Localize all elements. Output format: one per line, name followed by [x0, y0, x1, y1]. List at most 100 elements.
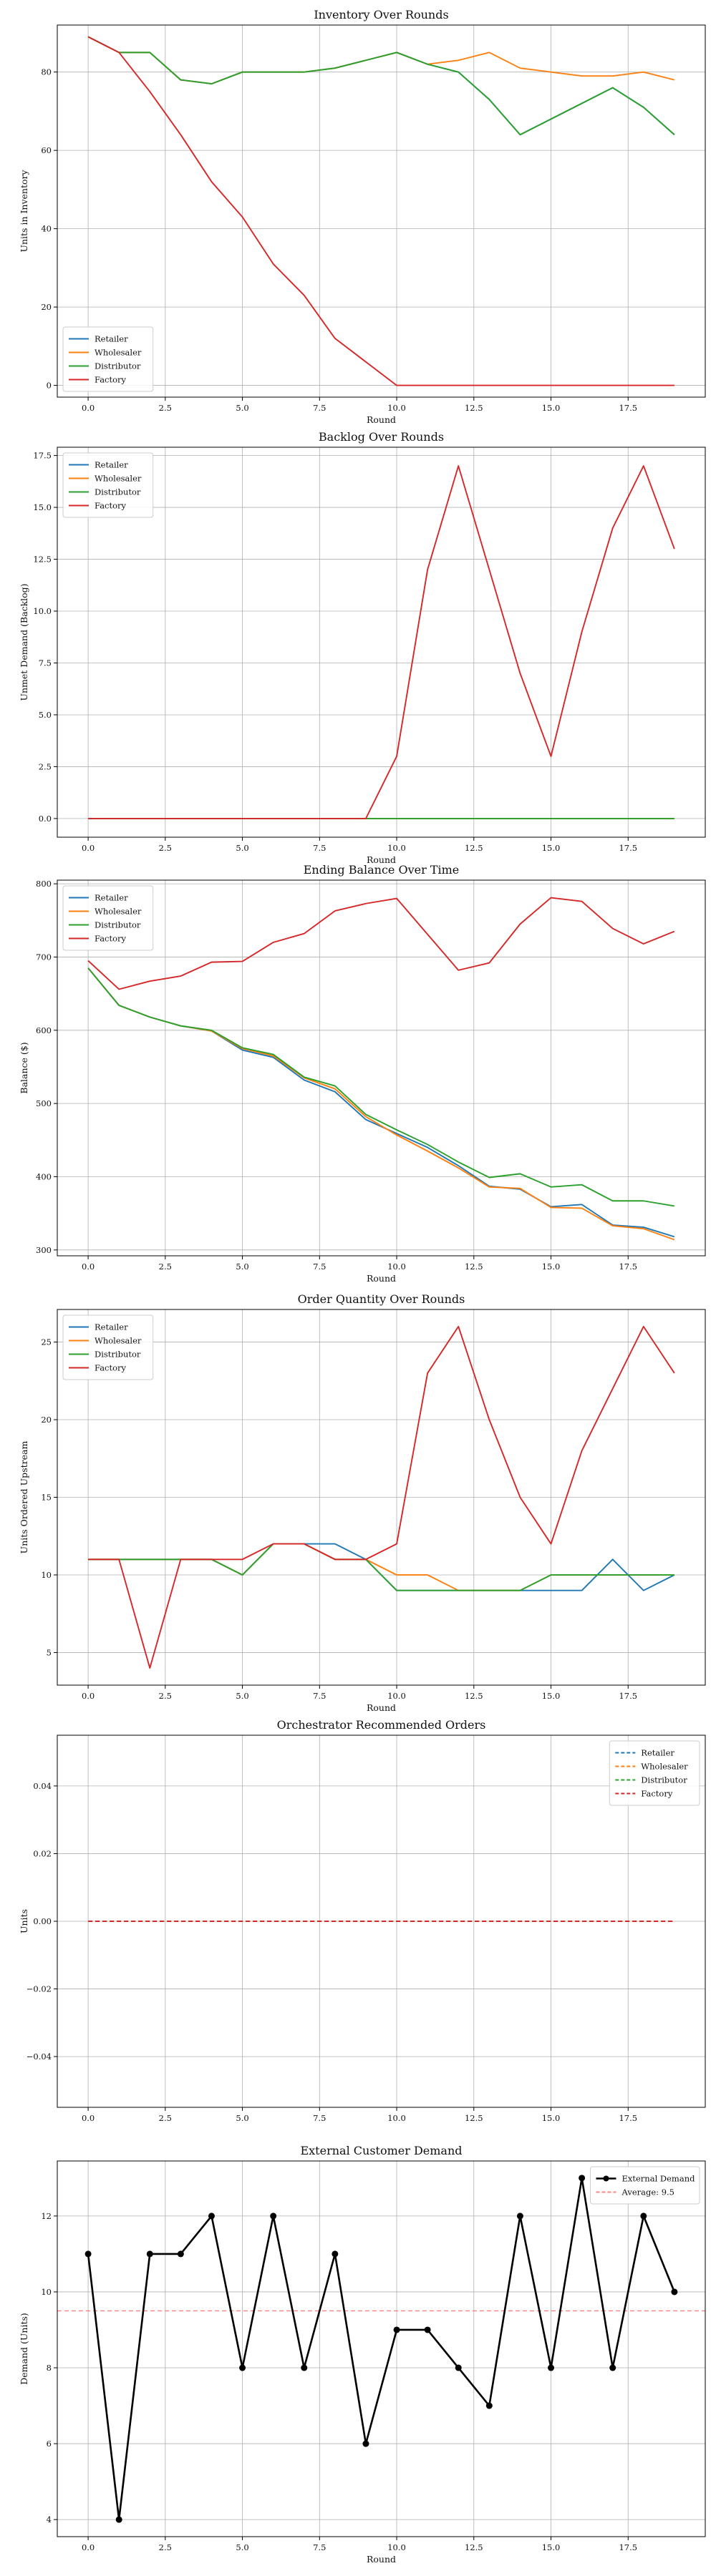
- y-tick-label: 25: [41, 1337, 52, 1347]
- y-tick-label: 700: [36, 952, 52, 962]
- x-tick-label: 0.0: [82, 1691, 95, 1701]
- chart-title: Ending Balance Over Time: [304, 863, 460, 877]
- x-tick-label: 2.5: [159, 1262, 172, 1272]
- plot-frame: [57, 447, 706, 838]
- legend-label: Retailer: [95, 893, 128, 903]
- legend-marker: [603, 2175, 609, 2182]
- chart-title: Orchestrator Recommended Orders: [277, 1718, 486, 1732]
- y-tick-label: 2.5: [39, 761, 52, 771]
- legend-label: Average: 9.5: [621, 2187, 674, 2197]
- legend-label: Distributor: [641, 1775, 687, 1785]
- x-tick-label: 17.5: [619, 843, 637, 853]
- x-tick-label: 10.0: [387, 2542, 406, 2552]
- legend: Retailer Wholesaler Distributor Factory: [62, 885, 154, 951]
- legend-label: Factory: [95, 375, 127, 385]
- series-line: [87, 36, 675, 85]
- y-tick-label: 8: [47, 2363, 52, 2373]
- y-tick-label: 5.0: [39, 710, 52, 720]
- y-axis-label: Unmet Demand (Backlog): [19, 583, 29, 701]
- x-tick-label: 10.0: [387, 403, 406, 413]
- x-tick-label: 2.5: [159, 2113, 172, 2123]
- y-tick-label: 300: [36, 1245, 52, 1255]
- y-tick-label: 10.0: [33, 606, 52, 616]
- y-tick-label: −0.04: [26, 2051, 52, 2062]
- x-tick-label: 7.5: [313, 1262, 326, 1272]
- series-line: [87, 967, 675, 1207]
- x-tick-label: 7.5: [313, 1691, 326, 1701]
- x-tick-label: 15.0: [542, 2542, 561, 2552]
- legend-label: Wholesaler: [95, 1336, 142, 1346]
- series-line: [87, 897, 675, 990]
- y-tick-label: 800: [36, 879, 52, 889]
- series-line: [88, 1543, 674, 1591]
- x-tick-label: 12.5: [465, 2542, 483, 2552]
- x-tick-label: 10.0: [387, 1691, 406, 1701]
- x-tick-label: 17.5: [619, 2542, 637, 2552]
- y-tick-label: 7.5: [39, 658, 52, 668]
- y-tick-label: 12: [41, 2211, 52, 2221]
- x-tick-label: 17.5: [619, 2113, 637, 2123]
- x-tick-label: 0.0: [82, 2542, 95, 2552]
- data-point: [609, 2364, 616, 2371]
- x-tick-label: 7.5: [313, 843, 326, 853]
- x-tick-label: 12.5: [465, 1262, 483, 1272]
- series-line: [88, 1325, 675, 1669]
- x-tick-label: 2.5: [159, 1691, 172, 1701]
- legend: Retailer Wholesaler Distributor Factory: [609, 1740, 700, 1806]
- legend-label: Wholesaler: [95, 348, 142, 358]
- data-point: [548, 2364, 555, 2371]
- data-point: [362, 2440, 369, 2447]
- y-axis-label: Demand (Units): [19, 2313, 29, 2385]
- chart-title: Inventory Over Rounds: [314, 8, 448, 21]
- y-tick-label: 0: [47, 381, 52, 391]
- legend-label: Distributor: [95, 1350, 141, 1360]
- plot-frame: [57, 1309, 706, 1686]
- legend-box: [62, 885, 154, 951]
- legend-label: Retailer: [95, 460, 128, 470]
- data-point: [146, 2250, 153, 2258]
- y-tick-label: 15.0: [33, 502, 52, 512]
- x-tick-label: 12.5: [465, 403, 483, 413]
- y-tick-label: 0.00: [33, 1916, 52, 1926]
- data-point: [84, 2250, 92, 2258]
- data-point: [579, 2175, 586, 2182]
- x-tick-label: 5.0: [236, 2542, 248, 2552]
- series-line: [87, 36, 674, 386]
- y-tick-label: −0.02: [26, 1984, 52, 1994]
- x-tick-label: 12.5: [465, 1691, 483, 1701]
- legend-label: Distributor: [95, 361, 141, 371]
- legend-box: [62, 326, 154, 392]
- x-tick-label: 2.5: [159, 2542, 172, 2552]
- data-point: [239, 2364, 246, 2371]
- legend-label: Factory: [95, 501, 127, 511]
- y-tick-label: 500: [36, 1098, 52, 1108]
- data-point: [516, 2212, 523, 2220]
- legend: Retailer Wholesaler Distributor Factory: [62, 452, 154, 518]
- data-point: [208, 2212, 215, 2220]
- x-tick-label: 17.5: [619, 1691, 637, 1701]
- x-axis-label: Round: [367, 2554, 396, 2565]
- plot-frame: [57, 879, 706, 1257]
- x-tick-label: 2.5: [159, 843, 172, 853]
- chart-panel: 0.0 2.5 5.0 7.5 10.0 12.5 15.0 17.5 300 400 500 600…: [19, 863, 706, 1284]
- data-point: [393, 2326, 400, 2333]
- legend-box: [590, 2166, 700, 2205]
- data-point: [270, 2212, 277, 2220]
- y-axis-label: Units Ordered Upstream: [19, 1441, 29, 1554]
- y-axis-label: Units: [19, 1909, 29, 1933]
- data-point: [332, 2250, 339, 2258]
- legend-label: Wholesaler: [95, 474, 142, 484]
- series-line: [88, 465, 675, 819]
- x-tick-label: 15.0: [542, 1262, 561, 1272]
- chart-title: Backlog Over Rounds: [319, 430, 444, 444]
- x-tick-label: 15.0: [542, 843, 561, 853]
- y-tick-label: 0.02: [33, 1848, 52, 1858]
- x-tick-label: 5.0: [236, 1691, 248, 1701]
- y-tick-label: 15: [41, 1493, 52, 1503]
- y-tick-label: 5: [47, 1647, 52, 1657]
- series-line: [87, 2177, 676, 2521]
- chart-panel: 0.0 2.5 5.0 7.5 10.0 12.5 15.0 17.5 −0.04 −0.02 0.…: [19, 1718, 706, 2123]
- series-line: [87, 36, 675, 136]
- data-point: [115, 2516, 122, 2523]
